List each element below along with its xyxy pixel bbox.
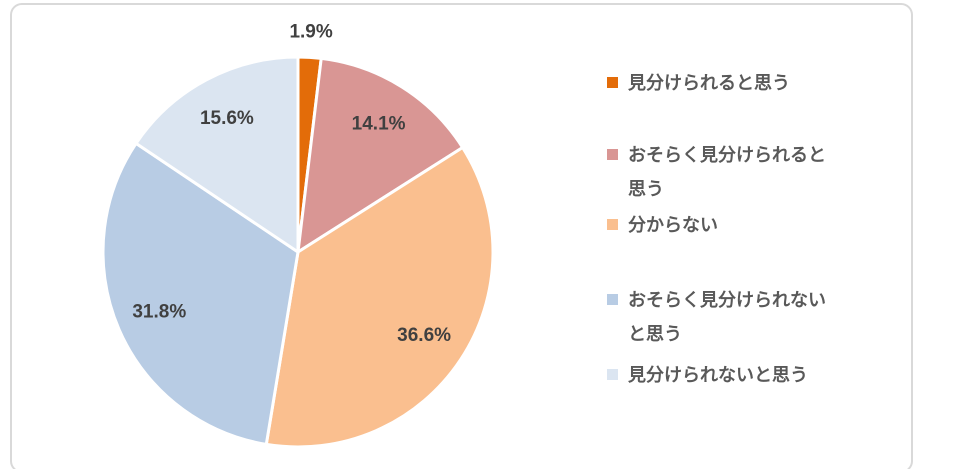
legend-label-line: おそらく見分けられない xyxy=(628,290,826,310)
legend-item: おそらく見分けられない と思う xyxy=(607,283,907,351)
legend-label-line: 見分けられると思う xyxy=(628,73,790,93)
legend-label-line: と思う xyxy=(628,324,682,344)
legend-label-line: 見分けられないと思う xyxy=(628,365,808,385)
legend-item: おそらく見分けられると 思う xyxy=(607,138,907,206)
legend-color-swatch xyxy=(607,77,618,88)
slice-label-2: 14.1% xyxy=(352,114,406,135)
legend-item: 分からない xyxy=(607,208,907,242)
legend-label: 見分けられると思う xyxy=(628,66,790,100)
legend-label-line: 思う xyxy=(628,179,664,199)
legend-item: 見分けられないと思う xyxy=(607,358,907,392)
slice-label-4: 31.8% xyxy=(132,302,186,323)
legend-label: おそらく見分けられない と思う xyxy=(628,283,826,351)
legend-label: 分からない xyxy=(628,208,718,242)
legend-color-swatch xyxy=(607,219,618,230)
slice-label-3: 36.6% xyxy=(397,325,451,346)
chart-legend: 見分けられると思う おそらく見分けられると 思う 分からない おそらく見分けられ… xyxy=(607,66,907,392)
pie-slice-2 xyxy=(296,56,465,254)
legend-item: 見分けられると思う xyxy=(607,66,907,100)
slice-label-5: 15.6% xyxy=(200,108,254,129)
legend-label-line: 分からない xyxy=(628,215,718,235)
legend-label: おそらく見分けられると 思う xyxy=(628,138,826,206)
legend-color-swatch xyxy=(607,369,618,380)
legend-color-swatch xyxy=(607,149,618,160)
legend-color-swatch xyxy=(607,294,618,305)
pie-slice-5 xyxy=(134,55,300,254)
pie-slice-4 xyxy=(101,141,300,446)
legend-label-line: おそらく見分けられると xyxy=(628,145,826,165)
slice-label-1: 1.9% xyxy=(289,22,332,43)
legend-label: 見分けられないと思う xyxy=(628,358,808,392)
pie-slice-3 xyxy=(264,146,495,449)
